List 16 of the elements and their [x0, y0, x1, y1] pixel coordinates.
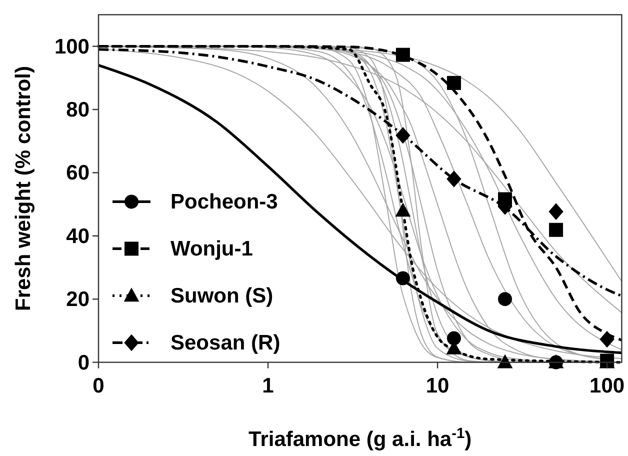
y-tick-label: 40: [66, 224, 90, 248]
x-tick-label: 1: [262, 374, 274, 398]
y-tick-label: 100: [54, 35, 90, 58]
legend-label: Wonju-1: [170, 238, 254, 261]
y-axis-title: Fresh weight (% control): [12, 66, 35, 312]
x-tick-label: 10: [426, 374, 450, 398]
x-axis-title: Triafamone (g a.i. ha$^{-1}$): [248, 426, 472, 451]
y-tick-label: 60: [66, 162, 90, 185]
legend-label: Pocheon-3: [170, 190, 278, 214]
x-tick-label: 100: [590, 374, 625, 398]
y-tick-label: 80: [66, 98, 90, 122]
y-tick-label: 20: [66, 288, 90, 312]
y-tick-label: 0: [78, 351, 90, 374]
x-tick-label: 0: [92, 374, 104, 398]
legend-label: Seosan (R): [170, 332, 280, 355]
legend-label: Suwon (S): [170, 284, 274, 308]
